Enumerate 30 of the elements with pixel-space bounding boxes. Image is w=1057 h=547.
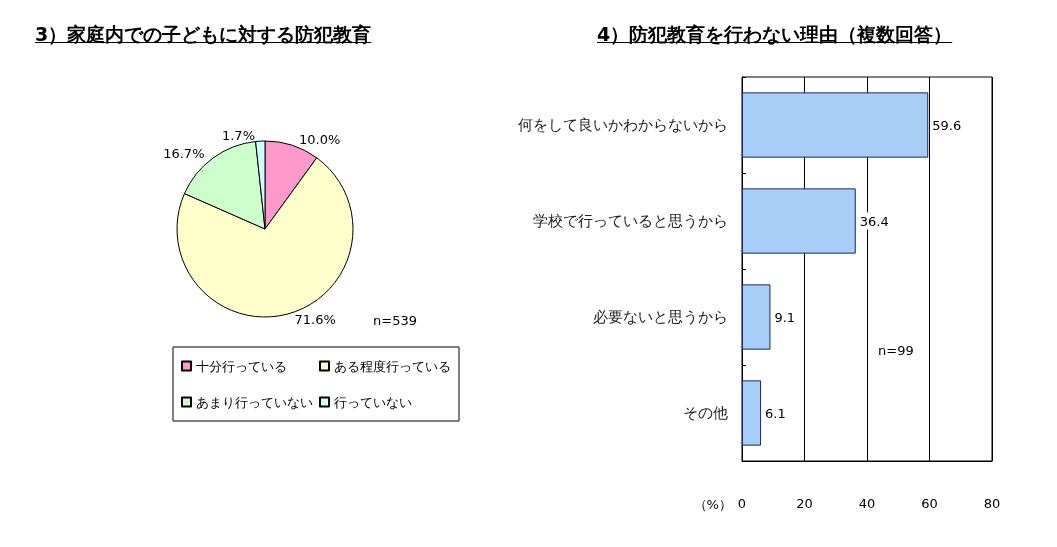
- text: n=539: [373, 313, 417, 328]
- legend-label: 行っていない: [334, 394, 412, 410]
- data-label: 9.1: [774, 309, 796, 325]
- data-label: 36.4: [859, 213, 889, 229]
- data-label: 16.7%: [163, 145, 205, 161]
- x-tick-label: 40: [858, 496, 876, 511]
- data-label: 10.0%: [299, 132, 341, 148]
- y-tick-label: その他: [683, 404, 728, 422]
- x-tick-label: 60: [921, 496, 938, 511]
- bar: [742, 284, 771, 350]
- x-axis-title: （%）: [693, 496, 732, 512]
- legend-label: あまり行っていない: [196, 394, 313, 410]
- data-label: 6.1: [765, 405, 786, 421]
- data-label: 1.7%: [221, 127, 255, 143]
- legend-label: ある程度行っている: [334, 358, 451, 374]
- y-tick-label: 何をして良いかわからないから: [518, 116, 728, 134]
- x-tick-label: 20: [796, 496, 813, 511]
- chart-title: 4）防犯教育を行わない理由（複数回答）: [597, 22, 953, 47]
- legend-label: 十分行っている: [196, 358, 287, 374]
- x-tick-label: 80: [983, 496, 1001, 511]
- bar: [742, 380, 762, 446]
- x-tick-label: 0: [737, 496, 747, 511]
- y-tick-label: 必要ないと思うから: [593, 308, 728, 326]
- chart-title: 3）家庭内での子どもに対する防犯教育: [35, 22, 372, 47]
- annotation: n=99: [878, 343, 914, 358]
- bar: [742, 188, 856, 254]
- bar: [742, 92, 929, 158]
- data-label: 59.6: [932, 117, 962, 133]
- data-label: 71.6%: [294, 312, 336, 328]
- y-tick-label: 学校で行っていると思うから: [533, 212, 728, 230]
